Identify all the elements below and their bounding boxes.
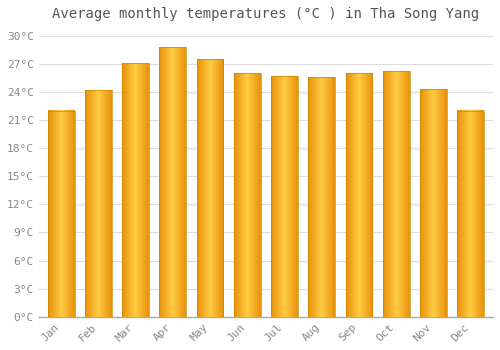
Title: Average monthly temperatures (°C ) in Tha Song Yang: Average monthly temperatures (°C ) in Th… bbox=[52, 7, 480, 21]
